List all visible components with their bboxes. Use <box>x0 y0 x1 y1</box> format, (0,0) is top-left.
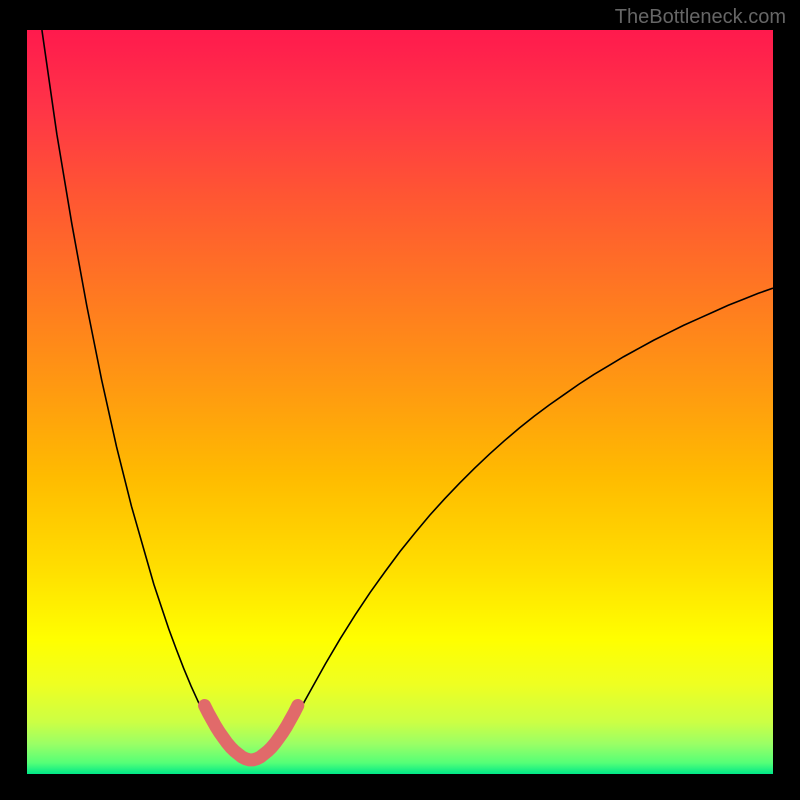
watermark-text: TheBottleneck.com <box>615 6 786 29</box>
plot-svg <box>27 30 773 774</box>
chart-container: TheBottleneck.com <box>0 0 800 800</box>
gradient-background <box>27 30 773 774</box>
plot-area <box>27 30 773 774</box>
